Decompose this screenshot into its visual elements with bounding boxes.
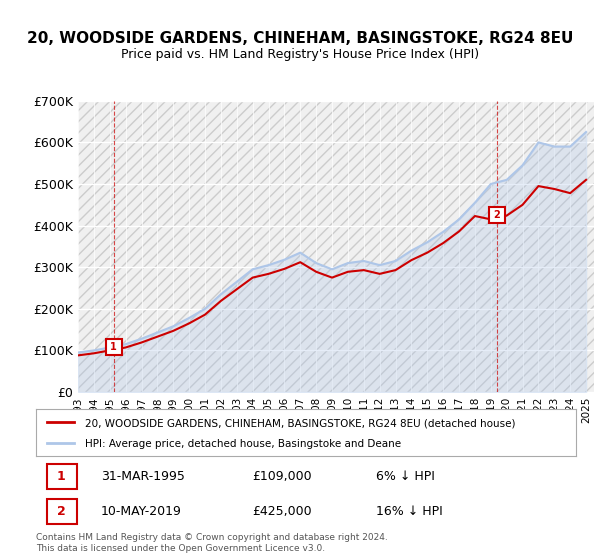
Text: 10-MAY-2019: 10-MAY-2019 (101, 505, 182, 518)
Text: 31-MAR-1995: 31-MAR-1995 (101, 470, 185, 483)
Text: 1: 1 (110, 342, 117, 352)
Text: Price paid vs. HM Land Registry's House Price Index (HPI): Price paid vs. HM Land Registry's House … (121, 48, 479, 60)
Text: 20, WOODSIDE GARDENS, CHINEHAM, BASINGSTOKE, RG24 8EU: 20, WOODSIDE GARDENS, CHINEHAM, BASINGST… (27, 31, 573, 46)
FancyBboxPatch shape (47, 499, 77, 524)
Text: 1: 1 (57, 470, 66, 483)
Text: 2: 2 (493, 210, 500, 220)
Text: 16% ↓ HPI: 16% ↓ HPI (376, 505, 443, 518)
FancyBboxPatch shape (47, 464, 77, 489)
Text: £425,000: £425,000 (252, 505, 311, 518)
Text: 6% ↓ HPI: 6% ↓ HPI (376, 470, 435, 483)
Text: 20, WOODSIDE GARDENS, CHINEHAM, BASINGSTOKE, RG24 8EU (detached house): 20, WOODSIDE GARDENS, CHINEHAM, BASINGST… (85, 418, 515, 428)
Text: HPI: Average price, detached house, Basingstoke and Deane: HPI: Average price, detached house, Basi… (85, 439, 401, 449)
Text: Contains HM Land Registry data © Crown copyright and database right 2024.
This d: Contains HM Land Registry data © Crown c… (36, 533, 388, 553)
Text: £109,000: £109,000 (252, 470, 311, 483)
Text: 2: 2 (57, 505, 66, 518)
